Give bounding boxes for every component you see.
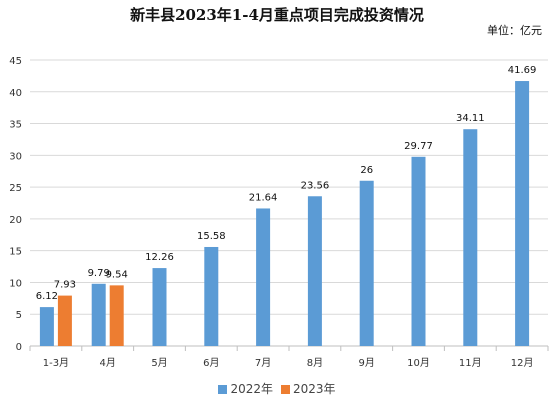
- bar-2022年: [152, 268, 167, 346]
- bar-2023年: [109, 285, 124, 346]
- y-tick-label: 30: [9, 151, 22, 162]
- data-label: 12.26: [145, 252, 174, 263]
- x-tick-label: 7月: [255, 357, 271, 369]
- y-tick-label: 15: [9, 247, 22, 258]
- y-tick-label: 40: [9, 88, 22, 99]
- data-label: 41.69: [508, 65, 537, 76]
- bar-2022年: [91, 283, 106, 346]
- bar-2022年: [256, 208, 271, 346]
- data-label: 6.12: [36, 291, 58, 302]
- legend-label: 2023年: [293, 382, 336, 396]
- legend-swatch: [218, 385, 228, 394]
- data-label: 9.79: [88, 268, 110, 279]
- x-tick-label: 8月: [307, 357, 323, 369]
- bar-2022年: [307, 196, 322, 346]
- x-tick-label: 10月: [407, 357, 430, 369]
- bar-2022年: [411, 156, 426, 346]
- bar-2022年: [463, 129, 478, 346]
- bars: [39, 81, 530, 346]
- legend-item: 2023年: [281, 380, 336, 397]
- unit-note: 单位：亿元: [487, 24, 542, 37]
- x-tick-label: 9月: [359, 357, 375, 369]
- bar-2022年: [39, 307, 54, 346]
- x-tick-label: 1-3月: [43, 357, 69, 369]
- bar-2022年: [359, 180, 374, 346]
- chart-title: 新丰县2023年1-4月重点项目完成投资情况: [130, 6, 424, 24]
- bar-2023年: [57, 295, 72, 346]
- data-label: 9.54: [106, 269, 128, 280]
- data-label: 15.58: [197, 231, 226, 242]
- gridlines: [30, 59, 548, 315]
- data-label: 29.77: [404, 141, 433, 152]
- x-tick-label: 6月: [203, 357, 219, 369]
- y-tick-label: 35: [9, 120, 22, 131]
- y-tick-label: 0: [16, 342, 22, 353]
- y-tick-label: 10: [9, 278, 22, 289]
- data-label: 26: [360, 165, 373, 176]
- data-label: 23.56: [301, 180, 330, 191]
- y-tick-label: 20: [9, 215, 22, 226]
- x-tick-label: 4月: [100, 357, 116, 369]
- x-tick-label: 5月: [151, 357, 167, 369]
- y-tick-label: 45: [9, 56, 22, 67]
- legend-label: 2022年: [230, 382, 273, 396]
- y-tick-label: 5: [16, 310, 22, 321]
- x-tick-label: 12月: [511, 357, 534, 369]
- data-label: 21.64: [249, 192, 278, 203]
- x-tick-label: 11月: [459, 357, 482, 369]
- legend: 2022年 2023年: [0, 380, 554, 397]
- data-label: 34.11: [456, 113, 485, 124]
- data-label: 7.93: [54, 280, 76, 291]
- bar-2022年: [515, 81, 530, 346]
- axes: 0 5 10 15 20 25 30 35 40 45 1-3月 4月 5月 6月 7月 8月 9月 10月 11月…: [9, 56, 549, 369]
- bar-2022年: [204, 246, 219, 346]
- legend-swatch: [281, 385, 290, 394]
- data-labels: 6.127.93 9.799.54 12.26 15.58 21.64 23.56 26 29…: [36, 65, 537, 302]
- legend-item: 2022年: [218, 380, 273, 397]
- y-tick-label: 25: [9, 183, 22, 194]
- bar-chart: 0 5 10 15 20 25 30 35 40 45 1-3月 4月 5月 6月 7月 8月 9月 10月 11月…: [9, 56, 549, 369]
